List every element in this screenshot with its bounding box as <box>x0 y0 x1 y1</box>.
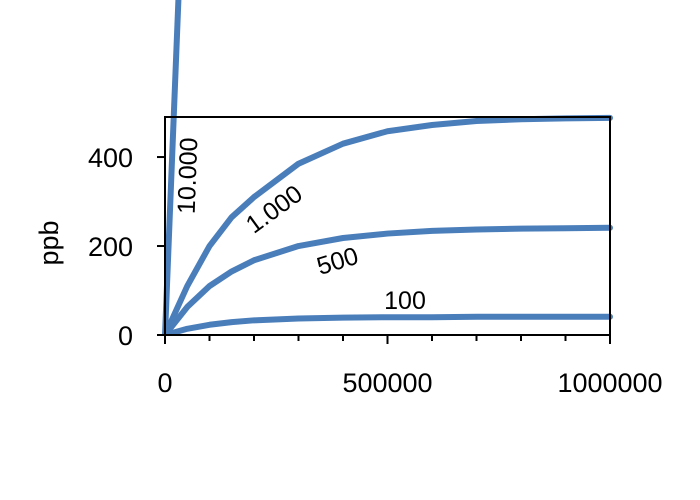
y-tick-label: 400 <box>88 143 133 173</box>
curve-label-500: 500 <box>314 242 362 281</box>
series-line-0 <box>162 0 182 335</box>
x-tick-label: 500000 <box>342 368 432 398</box>
series-line-1 <box>162 114 613 335</box>
x-tick-label: 1000000 <box>557 368 662 398</box>
curve-label-10000: 10.000 <box>173 137 204 214</box>
series-line-3 <box>162 313 613 335</box>
y-axis: 0 200 400 <box>88 143 165 351</box>
series-line-2 <box>162 224 613 335</box>
x-axis: 0 500000 1000000 <box>157 335 663 398</box>
y-tick-label: 200 <box>88 232 133 262</box>
curve-label-100: 100 <box>384 287 426 315</box>
y-axis-label: ppb <box>34 220 64 265</box>
x-tick-label: 0 <box>157 368 172 398</box>
curve-label-1000: 1.000 <box>241 180 308 239</box>
curves <box>162 0 613 335</box>
y-tick-label: 0 <box>118 321 133 351</box>
